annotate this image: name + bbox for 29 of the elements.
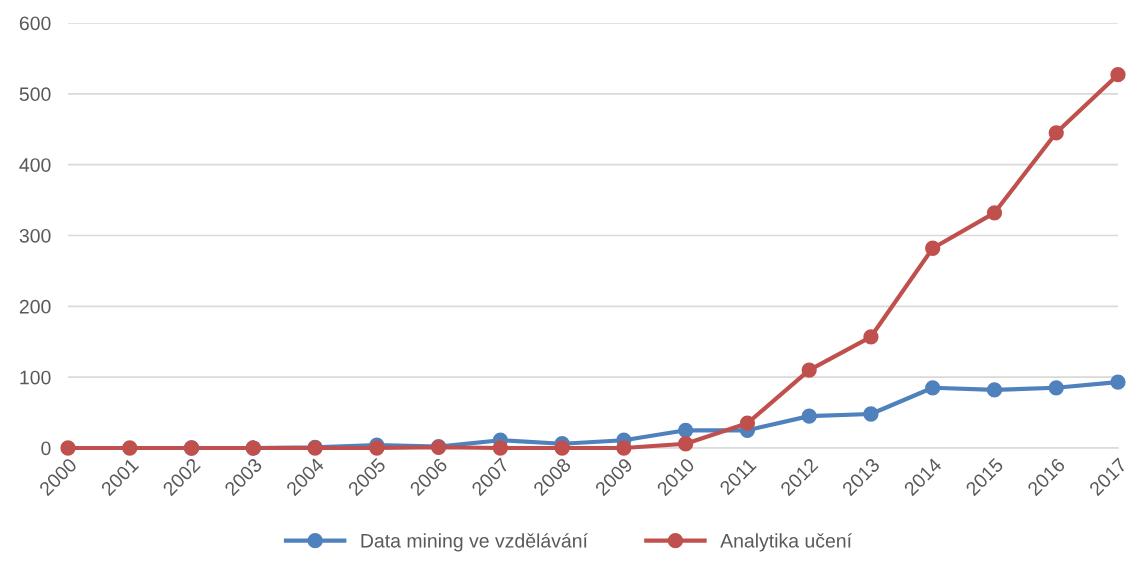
point bbox=[1110, 67, 1126, 83]
legend-label: Data mining ve vzdělávání bbox=[361, 533, 588, 552]
point bbox=[801, 362, 817, 378]
point bbox=[1048, 125, 1064, 141]
y-tick-label: 500 bbox=[19, 87, 51, 102]
legend-label: Analytika učení bbox=[720, 533, 852, 552]
point bbox=[678, 436, 694, 452]
point bbox=[678, 422, 694, 438]
point bbox=[554, 440, 570, 456]
point bbox=[986, 382, 1003, 398]
point bbox=[925, 240, 941, 256]
point bbox=[925, 380, 941, 396]
y-tick-label: 400 bbox=[19, 158, 51, 172]
point bbox=[1110, 374, 1126, 390]
point bbox=[60, 440, 76, 456]
point bbox=[616, 440, 632, 456]
point bbox=[1048, 380, 1064, 396]
point bbox=[739, 415, 756, 431]
y-tick-label: 200 bbox=[19, 299, 51, 314]
y-tick-label: 600 bbox=[19, 16, 51, 31]
point bbox=[801, 408, 817, 424]
y-tick-label: 100 bbox=[20, 370, 51, 385]
point bbox=[492, 440, 508, 456]
y-tick-label: 300 bbox=[19, 228, 51, 243]
point bbox=[122, 440, 138, 456]
point bbox=[986, 205, 1003, 221]
y-tick-label: 0 bbox=[41, 441, 51, 456]
point bbox=[863, 406, 879, 422]
point bbox=[863, 329, 879, 345]
